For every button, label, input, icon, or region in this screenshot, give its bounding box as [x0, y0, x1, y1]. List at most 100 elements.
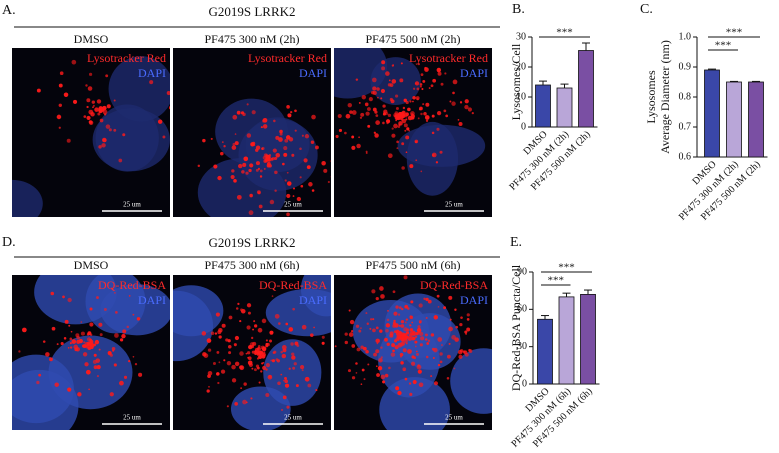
- puncta: [414, 335, 418, 339]
- puncta: [109, 392, 114, 397]
- puncta: [248, 168, 252, 173]
- puncta: [299, 176, 302, 179]
- puncta: [360, 327, 362, 329]
- puncta: [257, 191, 261, 195]
- puncta: [403, 98, 407, 103]
- puncta: [405, 118, 408, 121]
- puncta: [444, 72, 447, 75]
- puncta: [351, 344, 356, 348]
- puncta: [334, 345, 337, 348]
- puncta: [246, 103, 249, 106]
- puncta: [369, 327, 372, 330]
- puncta: [419, 83, 423, 86]
- puncta: [437, 306, 440, 308]
- puncta: [232, 114, 238, 120]
- bar: [748, 81, 764, 158]
- puncta: [110, 287, 113, 290]
- puncta: [261, 362, 264, 365]
- puncta: [375, 349, 380, 354]
- puncta: [291, 153, 295, 157]
- puncta: [415, 82, 417, 85]
- puncta: [18, 350, 21, 353]
- puncta: [464, 99, 469, 104]
- puncta: [418, 382, 424, 388]
- puncta: [468, 349, 473, 353]
- puncta: [88, 72, 93, 76]
- nucleus: [300, 275, 331, 317]
- puncta: [231, 378, 237, 383]
- puncta: [287, 113, 292, 118]
- nucleus: [450, 348, 492, 414]
- puncta: [277, 381, 281, 386]
- puncta: [78, 338, 83, 344]
- puncta: [216, 350, 220, 354]
- puncta: [436, 294, 440, 298]
- puncta: [405, 135, 410, 140]
- puncta: [301, 134, 304, 137]
- puncta: [387, 153, 393, 159]
- puncta: [399, 114, 403, 117]
- puncta: [69, 342, 72, 345]
- puncta: [391, 79, 397, 84]
- puncta: [242, 112, 246, 117]
- puncta: [217, 175, 222, 181]
- puncta: [404, 321, 407, 324]
- puncta: [262, 156, 266, 160]
- nucleus: [173, 290, 214, 362]
- micrograph-content: [334, 275, 492, 430]
- puncta: [369, 318, 373, 321]
- puncta: [36, 380, 40, 385]
- puncta: [425, 297, 429, 302]
- puncta: [294, 109, 297, 113]
- puncta: [433, 347, 438, 353]
- puncta: [36, 88, 41, 93]
- puncta: [417, 117, 420, 120]
- puncta: [351, 135, 354, 139]
- puncta: [67, 387, 72, 392]
- puncta: [258, 381, 261, 384]
- puncta: [157, 119, 163, 124]
- puncta: [269, 330, 274, 335]
- puncta: [68, 324, 71, 327]
- puncta: [391, 343, 396, 348]
- puncta: [439, 352, 443, 356]
- puncta: [358, 329, 362, 333]
- puncta: [365, 111, 370, 116]
- puncta: [265, 363, 270, 368]
- error-bar: [584, 289, 592, 295]
- puncta: [249, 163, 254, 168]
- stain-label-red: Lysotracker Red: [248, 51, 327, 65]
- puncta: [286, 212, 290, 217]
- puncta: [93, 353, 97, 357]
- puncta: [387, 113, 392, 118]
- puncta: [310, 140, 315, 144]
- puncta: [278, 322, 281, 325]
- puncta: [234, 361, 240, 367]
- puncta: [218, 328, 223, 333]
- puncta: [243, 156, 249, 162]
- stain-label-blue: DAPI: [138, 66, 166, 80]
- puncta: [253, 324, 258, 328]
- puncta: [90, 345, 94, 350]
- puncta: [424, 115, 430, 120]
- puncta: [256, 357, 260, 360]
- puncta: [398, 324, 401, 327]
- puncta: [259, 169, 263, 173]
- puncta: [113, 128, 117, 132]
- puncta: [49, 357, 53, 362]
- puncta: [253, 144, 256, 146]
- puncta: [234, 335, 240, 341]
- y-axis-label: Lysosomes/Cell: [509, 43, 523, 120]
- puncta: [87, 86, 93, 91]
- scale-label: 25 um: [284, 201, 302, 209]
- puncta: [384, 373, 389, 378]
- error-bar: [708, 68, 716, 70]
- puncta: [350, 330, 354, 333]
- puncta: [406, 127, 410, 131]
- nucleus: [108, 56, 170, 122]
- puncta: [85, 369, 91, 375]
- puncta: [311, 114, 316, 120]
- puncta: [440, 82, 444, 86]
- puncta: [138, 372, 143, 377]
- puncta: [128, 295, 131, 297]
